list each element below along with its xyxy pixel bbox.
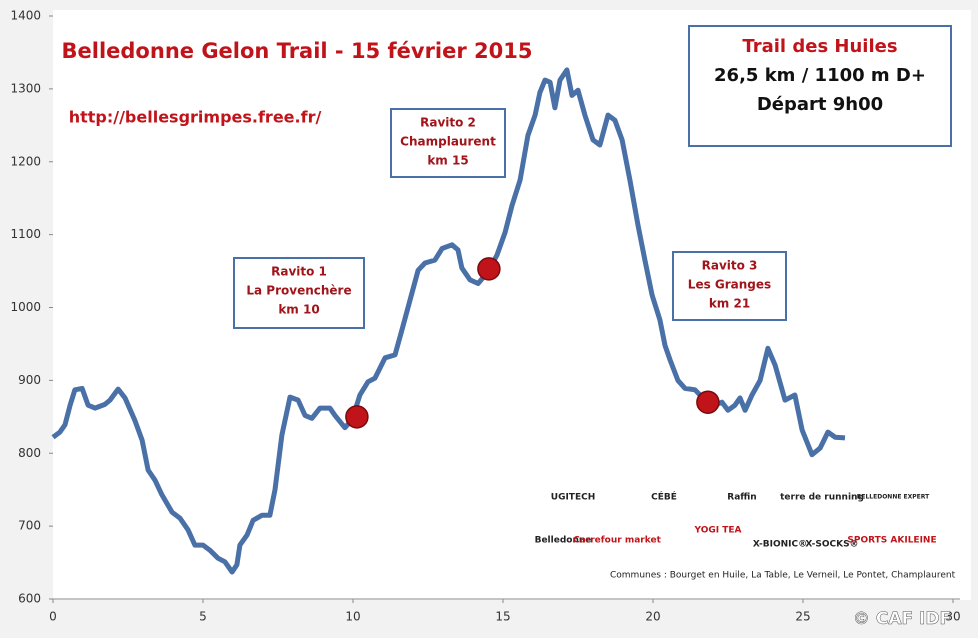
y-tick-label: 1200 <box>10 154 41 168</box>
annotation-text: Les Granges <box>688 278 771 292</box>
y-tick-label: 1300 <box>10 81 41 95</box>
y-tick-label: 700 <box>18 519 41 533</box>
annotation-text: km 21 <box>709 297 750 311</box>
annotation-text: Ravito 2 <box>420 116 476 130</box>
info-text: 26,5 km / 1100 m D+ <box>714 65 926 86</box>
annotation-text: km 15 <box>427 154 468 168</box>
sponsor-logo: X-SOCKS® <box>805 540 858 550</box>
communes: Communes : Bourget en Huile, La Table, L… <box>610 571 956 581</box>
x-tick-label: 10 <box>345 610 360 624</box>
x-tick-label: 15 <box>495 610 510 624</box>
x-tick-label: 25 <box>795 610 810 624</box>
x-tick-label: 30 <box>945 610 960 624</box>
sponsor-logo: UGITECH <box>551 493 595 503</box>
x-tick-label: 5 <box>199 610 207 624</box>
y-tick-label: 600 <box>18 592 41 606</box>
y-tick-label: 800 <box>18 446 41 460</box>
annotation-text: km 10 <box>278 303 319 317</box>
info-box <box>688 25 952 147</box>
sponsor-logo: BELLEDONNE EXPERT <box>857 494 930 501</box>
y-tick-label: 1400 <box>10 9 41 23</box>
sponsor-logo: YOGI TEA <box>694 526 742 536</box>
annotation-box <box>672 251 787 321</box>
annotation-box <box>390 108 506 178</box>
y-tick-label: 900 <box>18 373 41 387</box>
sponsor-logo: Belledonne <box>535 536 592 546</box>
url: http://bellesgrimpes.free.fr/ <box>69 108 322 127</box>
ravito-point <box>477 257 501 281</box>
annotation-text: La Provenchère <box>246 284 351 298</box>
sponsor-logo: SPORTS AKILEINE <box>847 536 936 546</box>
annotation-box <box>233 257 365 329</box>
copyright: © CAF IDF <box>853 609 951 629</box>
sponsor-logo: X-BIONIC® <box>753 540 807 550</box>
y-tick-label: 1100 <box>10 227 41 241</box>
sponsor-logo: terre de running <box>780 493 864 503</box>
sponsor-panel <box>533 472 945 590</box>
sponsor-logo: Carrefour market <box>573 536 661 546</box>
y-tick-label: 1000 <box>10 300 41 314</box>
info-text: Trail des Huiles <box>742 36 897 57</box>
ravito-point <box>345 405 369 429</box>
sponsor-logo: Raffin <box>727 493 756 503</box>
annotation-text: Champlaurent <box>400 135 496 149</box>
x-tick-label: 20 <box>645 610 660 624</box>
annotation-text: Ravito 3 <box>702 259 758 273</box>
chart-title: Belledonne Gelon Trail - 15 février 2015 <box>62 39 533 63</box>
info-text: Départ 9h00 <box>757 94 883 115</box>
ravito-point <box>696 390 720 414</box>
x-tick-label: 0 <box>49 610 57 624</box>
annotation-text: Ravito 1 <box>271 265 327 279</box>
sponsor-logo: CÉBÉ <box>651 491 677 503</box>
